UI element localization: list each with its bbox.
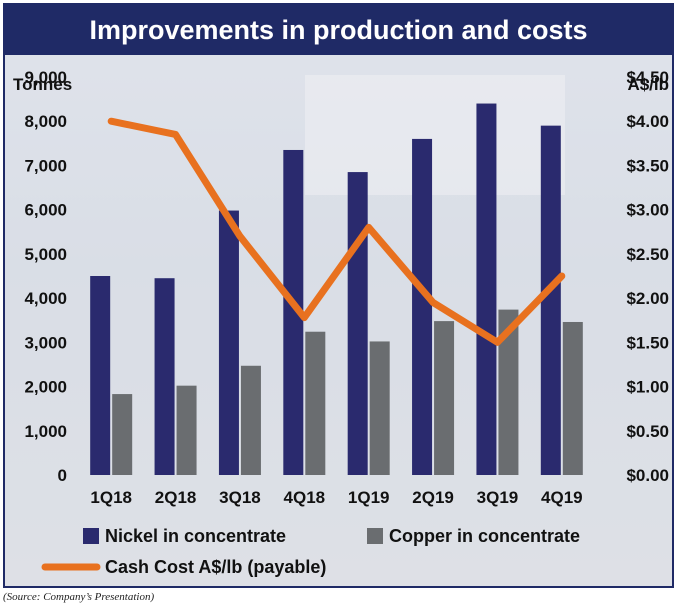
nickel-bar [218, 210, 239, 475]
nickel-bar [540, 125, 561, 476]
y2-tick-label: $3.00 [626, 201, 669, 220]
y-tick-label: 1,000 [24, 422, 67, 441]
background-photo-highlight [305, 75, 565, 195]
x-tick-label: 1Q19 [348, 488, 390, 507]
y2-axis-title: A$/lb [627, 75, 669, 94]
y2-tick-label: $1.00 [626, 378, 669, 397]
copper-bar [305, 331, 326, 475]
chart-frame: Tonnes A$/lb 0 1,000 2,000 3,000 4,000 5,000 6,0… [3, 3, 674, 588]
x-tick-label: 3Q18 [219, 488, 261, 507]
x-tick-label: 2Q18 [155, 488, 197, 507]
copper-bar [112, 394, 133, 475]
y2-tick-label: $4.50 [626, 68, 669, 87]
copper-bar [562, 321, 583, 475]
x-tick-label: 3Q19 [477, 488, 519, 507]
y-tick-label: 3,000 [24, 333, 67, 352]
nickel-bar [90, 276, 111, 475]
y2-tick-label: $2.50 [626, 245, 669, 264]
copper-bar [240, 365, 261, 475]
y2-tick-label: $3.50 [626, 156, 669, 175]
chart-svg: Tonnes A$/lb 0 1,000 2,000 3,000 4,000 5,000 6,0… [5, 53, 672, 586]
y-tick-label: 4,000 [24, 289, 67, 308]
legend-swatch-nickel [83, 528, 99, 544]
x-tick-label: 4Q19 [541, 488, 583, 507]
nickel-bar [412, 138, 433, 475]
x-tick-label: 4Q18 [284, 488, 326, 507]
y2-tick-label: $0.50 [626, 422, 669, 441]
nickel-bar [347, 172, 368, 476]
y-tick-label: 5,000 [24, 245, 67, 264]
chart-title: Improvements in production and costs [5, 5, 672, 55]
y-tick-label: 9,000 [24, 68, 67, 87]
x-tick-label: 2Q19 [412, 488, 454, 507]
y-axis-title: Tonnes [13, 75, 72, 94]
legend-label-nickel: Nickel in concentrate [105, 526, 286, 546]
y-tick-label: 0 [58, 466, 67, 485]
cash-cost-line [107, 117, 566, 346]
y-tick-label: 6,000 [24, 201, 67, 220]
background-photo [5, 53, 672, 586]
copper-bar [434, 321, 455, 475]
copper-bar [176, 385, 197, 475]
x-tick-label: 1Q18 [90, 488, 132, 507]
y2-tick-label: $4.00 [626, 112, 669, 131]
nickel-bar [476, 103, 497, 476]
y-tick-label: 8,000 [24, 112, 67, 131]
y-tick-label: 2,000 [24, 378, 67, 397]
nickel-bar [283, 149, 304, 475]
legend-label-copper: Copper in concentrate [389, 526, 580, 546]
nickel-bar [154, 278, 175, 475]
y2-tick-label: $1.50 [626, 333, 669, 352]
y-tick-label: 7,000 [24, 156, 67, 175]
copper-bar [498, 309, 519, 475]
source-note: (Source: Company’s Presentation) [3, 591, 155, 603]
legend-label-cash-cost: Cash Cost A$/lb (payable) [105, 557, 326, 577]
copper-bar [369, 341, 390, 475]
y2-tick-label: $2.00 [626, 289, 669, 308]
y2-tick-label: $0.00 [626, 466, 669, 485]
legend-swatch-copper [367, 528, 383, 544]
